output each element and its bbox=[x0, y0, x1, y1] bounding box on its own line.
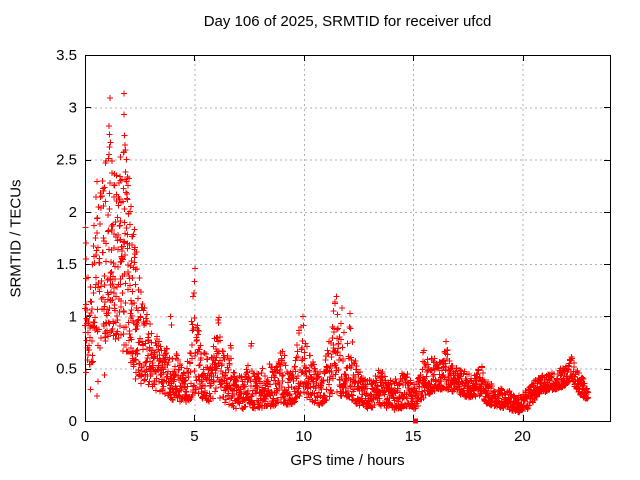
x-tick-label: 0 bbox=[81, 428, 89, 445]
y-tick-label: 3.5 bbox=[56, 47, 77, 64]
x-tick-label: 10 bbox=[295, 428, 312, 445]
x-tick-label: 20 bbox=[514, 428, 531, 445]
x-tick-label: 5 bbox=[190, 428, 198, 445]
y-tick-label: 3 bbox=[69, 99, 77, 116]
y-tick-label: 2 bbox=[69, 204, 77, 221]
y-axis-label: SRMTID / TECUs bbox=[7, 179, 25, 298]
y-tick-label: 1 bbox=[69, 308, 77, 325]
y-tick-label: 1.5 bbox=[56, 256, 77, 273]
zero-value-marker bbox=[413, 418, 419, 424]
x-tick-label: 15 bbox=[405, 428, 422, 445]
y-tick-label: 2.5 bbox=[56, 152, 77, 169]
data-points-srmtid bbox=[82, 90, 591, 416]
y-tick-label: 0.5 bbox=[56, 361, 77, 378]
y-tick-label: 0 bbox=[69, 413, 77, 430]
plot-border bbox=[85, 55, 611, 422]
chart-title: Day 106 of 2025, SRMTID for receiver ufc… bbox=[203, 13, 492, 30]
x-tick-labels: 0 5 10 15 20 bbox=[81, 428, 531, 445]
x-axis-label: GPS time / hours bbox=[290, 452, 405, 469]
y-tick-labels: 0 0.5 1 1.5 2 2.5 3 3.5 bbox=[56, 47, 77, 430]
